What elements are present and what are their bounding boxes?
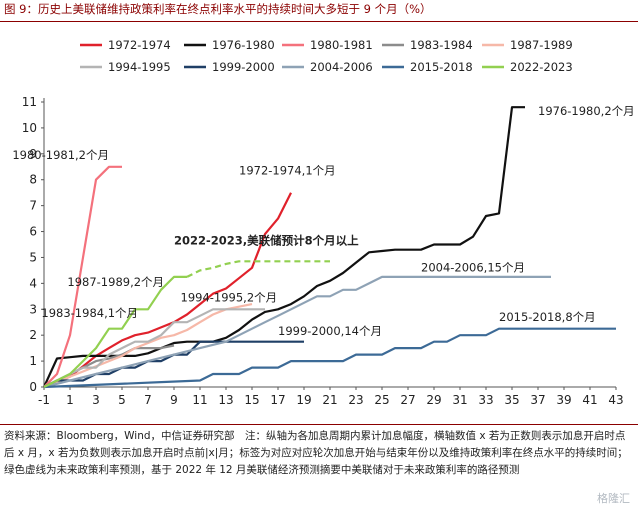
series-line-2015-2018 <box>43 327 616 389</box>
data-annotation: 2015-2018,8个月 <box>499 310 596 324</box>
y-tick-label: 7 <box>29 199 37 213</box>
source-rule <box>0 424 638 425</box>
x-tick-label: 39 <box>556 393 571 407</box>
y-tick-label: 4 <box>29 276 37 290</box>
y-tick-label: 1 <box>29 354 37 368</box>
x-tick-label: 21 <box>322 393 337 407</box>
y-tick-label: 11 <box>22 95 37 109</box>
y-tick-label: 5 <box>29 250 37 264</box>
y-tick-label: 8 <box>29 173 37 187</box>
x-tick-label: 31 <box>452 393 467 407</box>
data-annotation: 1983-1984,1个月 <box>41 306 138 320</box>
x-tick-label: 37 <box>530 393 545 407</box>
series-line-forecast <box>186 260 330 278</box>
figure-title: 图 9：历史上美联储维持政策利率在终点利率水平的持续时间大多短于 9 个月（%） <box>4 2 432 16</box>
x-tick-label: 15 <box>244 393 259 407</box>
legend-label: 1980-1981 <box>310 38 373 52</box>
legend-label: 1983-1984 <box>410 38 473 52</box>
x-tick-label: 41 <box>582 393 597 407</box>
series-line-2022-2023 <box>43 275 187 388</box>
watermark: 格隆汇 <box>597 492 630 505</box>
title-rule <box>0 21 638 22</box>
series-line-1976-1980 <box>42 106 525 388</box>
x-tick-label: 43 <box>608 393 623 407</box>
y-tick-label: 2 <box>29 328 37 342</box>
legend-label: 1999-2000 <box>212 60 275 74</box>
series-line-2004-2006 <box>43 275 551 389</box>
x-tick-label: 17 <box>270 393 285 407</box>
series-line-1972-1974 <box>43 192 292 389</box>
y-tick-label: 6 <box>29 225 37 239</box>
legend-label: 1972-1974 <box>108 38 171 52</box>
x-tick-label: 29 <box>426 393 441 407</box>
source-note: 资料来源：Bloomberg，Wind，中信证券研究部 注：纵轴为各加息周期内累… <box>4 430 628 476</box>
data-annotation: 1987-1989,2个月 <box>67 275 164 289</box>
y-tick-label: 0 <box>29 380 37 394</box>
x-tick-label: 11 <box>192 393 207 407</box>
x-tick-label: 25 <box>374 393 389 407</box>
legend-label: 1994-1995 <box>108 60 171 74</box>
data-annotation: 1976-1980,2个月 <box>538 104 635 118</box>
series-lines <box>42 106 616 389</box>
legend-label: 2015-2018 <box>410 60 473 74</box>
x-tick-label: 27 <box>400 393 415 407</box>
data-annotation: 2004-2006,15个月 <box>421 261 525 275</box>
x-tick-label: 3 <box>92 393 100 407</box>
legend-label: 2022-2023 <box>510 60 573 74</box>
y-tick-label: 10 <box>22 121 37 135</box>
line-chart: 1972-1974 1976-1980 1980-1981 1983-1984 1987… <box>12 38 634 407</box>
legend: 1972-1974 1976-1980 1980-1981 1983-1984 1987… <box>80 38 573 74</box>
series-line-1994-1995 <box>43 308 265 388</box>
y-tick-label: 3 <box>29 302 37 316</box>
data-annotation: 2022-2023,美联储预计8个月以上 <box>174 234 359 248</box>
x-tick-label: 33 <box>478 393 493 407</box>
annotations: 1980-1981,2个月 1972-1974,1个月 1976-1980,2个月 2… <box>12 104 634 338</box>
x-tick-label: 1 <box>66 393 74 407</box>
x-tick-label: 13 <box>218 393 233 407</box>
legend-label: 1976-1980 <box>212 38 275 52</box>
legend-label: 2004-2006 <box>310 60 373 74</box>
x-tick-label: 35 <box>504 393 519 407</box>
x-tick-label: 7 <box>144 393 152 407</box>
x-tick-label: 19 <box>296 393 311 407</box>
series-line-1987-1989 <box>43 303 253 389</box>
x-tick-label: -1 <box>38 393 50 407</box>
data-annotation: 1999-2000,14个月 <box>278 324 382 338</box>
data-annotation: 1972-1974,1个月 <box>239 164 336 178</box>
data-annotation: 1980-1981,2个月 <box>12 148 109 162</box>
x-tick-label: 23 <box>348 393 363 407</box>
legend-label: 1987-1989 <box>510 38 573 52</box>
x-tick-label: 5 <box>118 393 126 407</box>
y-tick-label: 9 <box>29 147 37 161</box>
series-line-1980-1981 <box>43 165 122 388</box>
data-annotation: 1994-1995,2个月 <box>181 291 278 305</box>
series-line-1999-2000 <box>43 340 304 388</box>
x-tick-label: 9 <box>170 393 178 407</box>
